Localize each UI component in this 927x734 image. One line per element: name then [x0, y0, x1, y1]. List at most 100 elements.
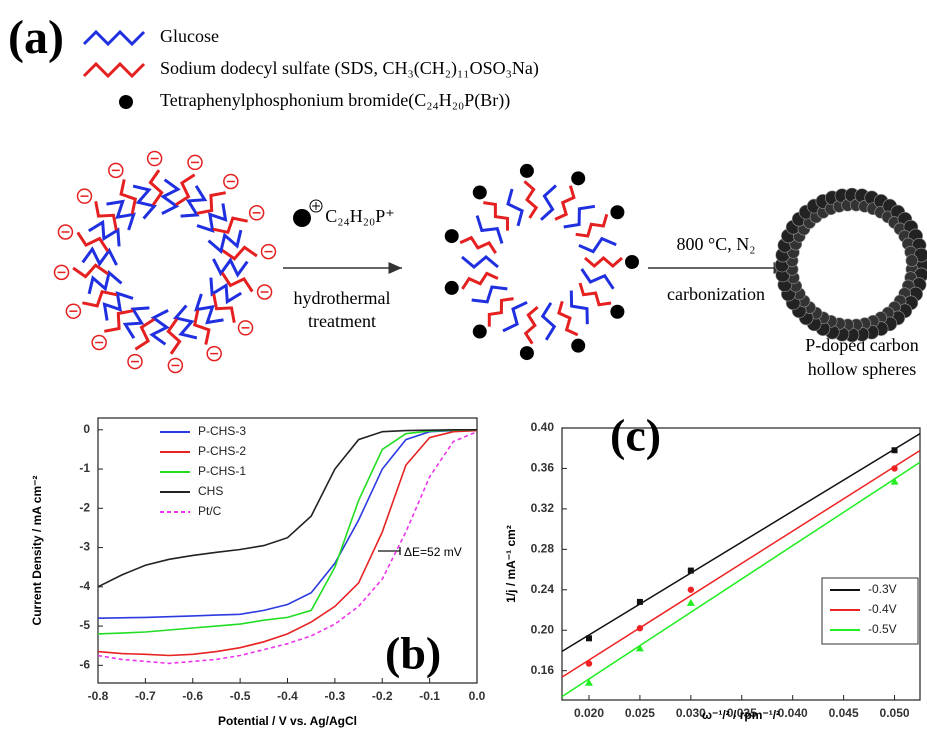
- step-text: carbonization: [667, 284, 765, 304]
- marker: [637, 625, 643, 631]
- y-tick-label: 0.28: [531, 542, 555, 556]
- y-axis-label: 1/j / mA⁻¹ cm²: [504, 525, 518, 603]
- y-tick-label: -4: [79, 579, 90, 593]
- legend-dot: [119, 95, 133, 109]
- legend-label: -0.4V: [868, 602, 897, 616]
- y-tick-label: 0.20: [531, 622, 555, 636]
- surfactant: [209, 230, 241, 251]
- legend-text: Sodium dodecyl sulfate (SDS, CH₃(CH₂)₁₁O…: [160, 58, 539, 79]
- reagent: C₂₄H₂₀P⁺: [325, 206, 395, 226]
- surfactant: [222, 247, 257, 258]
- carbon-particle: [906, 255, 918, 267]
- surfactant: [477, 216, 502, 244]
- cation: [610, 305, 624, 319]
- legend-zigzag: [84, 32, 144, 44]
- legend-text: Tetraphenylphosphonium bromide(C₂₄H₂₀P(B…: [160, 90, 510, 111]
- marker: [892, 447, 898, 453]
- surfactant: [82, 292, 117, 306]
- y-tick-label: -2: [79, 500, 90, 514]
- data-line: [98, 430, 477, 587]
- legend-label: P-CHS-1: [198, 464, 246, 478]
- x-tick-label: 0.025: [625, 706, 655, 720]
- x-tick-label: 0.0: [469, 689, 486, 703]
- x-tick-label: 0.050: [880, 706, 910, 720]
- surfactant: [152, 310, 168, 344]
- cation: [473, 325, 487, 339]
- figure: (a) Glucose Sodium dodecyl sulfate (SDS,…: [0, 0, 927, 734]
- x-axis-label: Potential / V vs. Ag/AgCl: [218, 714, 357, 728]
- y-tick-label: -1: [79, 461, 90, 475]
- x-axis-label: ω⁻¹/² / rpm⁻¹/²: [702, 708, 780, 722]
- surfactant: [483, 203, 507, 231]
- cation: [571, 171, 585, 185]
- x-tick-label: 0.020: [574, 706, 604, 720]
- surfactant: [543, 303, 555, 340]
- marker: [585, 679, 593, 686]
- y-tick-label: 0.32: [531, 501, 555, 515]
- legend-label: CHS: [198, 484, 223, 498]
- marker: [586, 660, 592, 666]
- surfactant: [121, 179, 135, 214]
- x-tick-label: 0.040: [778, 706, 808, 720]
- surfactant: [83, 249, 117, 265]
- y-tick-label: 0.40: [531, 420, 555, 434]
- surfactant: [133, 186, 154, 218]
- legend-label: P-CHS-2: [198, 444, 246, 458]
- cation: [520, 164, 534, 178]
- surfactant: [580, 283, 611, 305]
- legend-text: Glucose: [160, 26, 219, 46]
- legend-label: Pt/C: [198, 504, 222, 518]
- data-line: [98, 430, 477, 618]
- panel-label: (b): [385, 628, 441, 679]
- surfactant: [541, 186, 556, 220]
- data-line: [98, 431, 477, 656]
- surfactant: [555, 186, 574, 220]
- surfactant: [168, 319, 179, 354]
- surfactant: [213, 259, 247, 275]
- x-tick-label: -0.6: [182, 689, 203, 703]
- surfactant: [150, 170, 161, 205]
- surfactant: [195, 310, 209, 345]
- data-line: [98, 430, 477, 634]
- surfactant: [508, 189, 522, 226]
- marker: [637, 599, 643, 605]
- x-tick-label: -0.7: [135, 689, 156, 703]
- cation: [473, 185, 487, 199]
- cation: [520, 346, 534, 360]
- surfactant: [176, 306, 197, 338]
- y-tick-label: 0.24: [531, 582, 555, 596]
- legend-label: P-CHS-3: [198, 424, 246, 438]
- cation: [571, 339, 585, 353]
- cation: [445, 281, 459, 295]
- marker: [688, 568, 694, 574]
- surfactant: [89, 273, 121, 294]
- marker: [688, 587, 694, 593]
- x-tick-label: 0.045: [829, 706, 859, 720]
- x-tick-label: -0.1: [419, 689, 440, 703]
- y-tick-label: 0.36: [531, 461, 555, 475]
- surfactant: [462, 257, 498, 267]
- delta-bracket: [378, 547, 400, 555]
- y-tick-label: -5: [79, 618, 90, 632]
- x-tick-label: -0.8: [88, 689, 109, 703]
- surfactant: [503, 302, 527, 331]
- legend-label: -0.3V: [868, 582, 897, 596]
- y-axis-label: Current Density / mA cm⁻²: [30, 476, 44, 626]
- cation-dot: [293, 209, 311, 227]
- cation: [625, 255, 639, 269]
- condition: 800 °C, N₂: [677, 234, 756, 254]
- x-tick-label: -0.2: [372, 689, 393, 703]
- cation: [445, 229, 459, 243]
- surfactant: [585, 258, 622, 266]
- cation: [610, 205, 624, 219]
- surfactant: [524, 181, 536, 218]
- surfactant: [489, 299, 513, 327]
- surfactant: [526, 307, 538, 344]
- surfactant: [582, 269, 614, 289]
- panel-label: (a): [8, 11, 64, 64]
- panel-label: (c): [610, 410, 661, 461]
- surfactant: [162, 180, 178, 214]
- step-text: hydrothermal: [294, 288, 391, 308]
- surfactant: [579, 239, 616, 252]
- surfactant: [460, 238, 496, 254]
